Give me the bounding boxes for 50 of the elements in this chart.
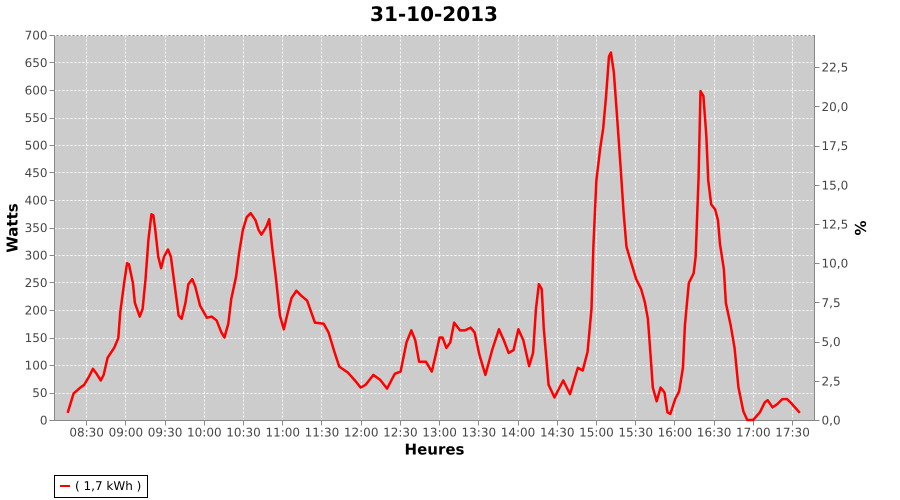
x-tick-label: 12:00 <box>344 426 378 440</box>
y2-tick-label: 0,0 <box>822 414 841 428</box>
y2-tick-label: 17,5 <box>822 139 848 154</box>
y-tick-label: 650 <box>24 56 48 70</box>
x-tick-label: 16:00 <box>658 426 692 440</box>
y-tick-label: 300 <box>24 248 48 262</box>
y2-tick-label: 2,5 <box>822 374 841 388</box>
x-tick-label: 08:30 <box>69 426 104 440</box>
chart-title: 31-10-2013 <box>370 2 498 26</box>
y2-tick-label: 7,5 <box>822 296 841 310</box>
y2-tick-label: 20,0 <box>822 100 848 114</box>
x-axis-title: Heures <box>404 440 465 458</box>
x-tick-label: 14:30 <box>540 426 575 440</box>
x-tick-label: 15:30 <box>618 426 653 440</box>
x-tick-label: 13:30 <box>462 426 496 440</box>
legend-label: ( 1,7 kWh ) <box>75 479 142 493</box>
y2-tick-label: 10,0 <box>822 256 848 271</box>
line-series <box>66 51 802 422</box>
x-tick-label: 12:30 <box>383 426 418 440</box>
y-tick-label: 100 <box>24 358 48 372</box>
y-tick-label: 400 <box>24 194 48 208</box>
y-tick-label: 500 <box>24 138 48 152</box>
y-tick-label: 700 <box>24 28 48 42</box>
y2-axis-title: % <box>851 220 870 236</box>
x-tick-label: 13:00 <box>422 426 457 440</box>
y2-tick-label: 22,5 <box>822 60 848 75</box>
x-tick-label: 16:30 <box>696 426 732 440</box>
x-tick-label: 11:00 <box>265 426 300 440</box>
x-tick-label: 14:00 <box>500 426 536 440</box>
y-tick-label: 600 <box>24 84 48 98</box>
y-tick-label: 450 <box>24 166 48 180</box>
x-tick-label: 09:30 <box>148 426 182 440</box>
y-tick-label: 550 <box>24 111 48 125</box>
x-tick-label: 15:00 <box>579 426 614 440</box>
y2-tick-label: 15,0 <box>822 178 848 192</box>
x-tick-label: 09:00 <box>108 426 144 440</box>
x-tick-label: 10:00 <box>187 426 222 440</box>
y-tick-label: 200 <box>24 304 48 318</box>
x-tick-label: 17:00 <box>736 426 771 440</box>
y-axis-title: Watts <box>4 203 22 253</box>
y-tick-label: 0 <box>40 414 48 428</box>
y2-tick-label: 12,5 <box>822 217 848 232</box>
x-tick-label: 10:30 <box>226 426 261 440</box>
y-tick-label: 250 <box>24 276 48 290</box>
y-tick-label: 350 <box>24 221 48 235</box>
x-tick-label: 11:30 <box>304 426 340 440</box>
x-tick-label: 17:30 <box>775 426 810 440</box>
y-tick-label: 150 <box>24 331 48 345</box>
y2-tick-label: 5,0 <box>822 335 841 350</box>
y-tick-label: 50 <box>32 386 48 400</box>
